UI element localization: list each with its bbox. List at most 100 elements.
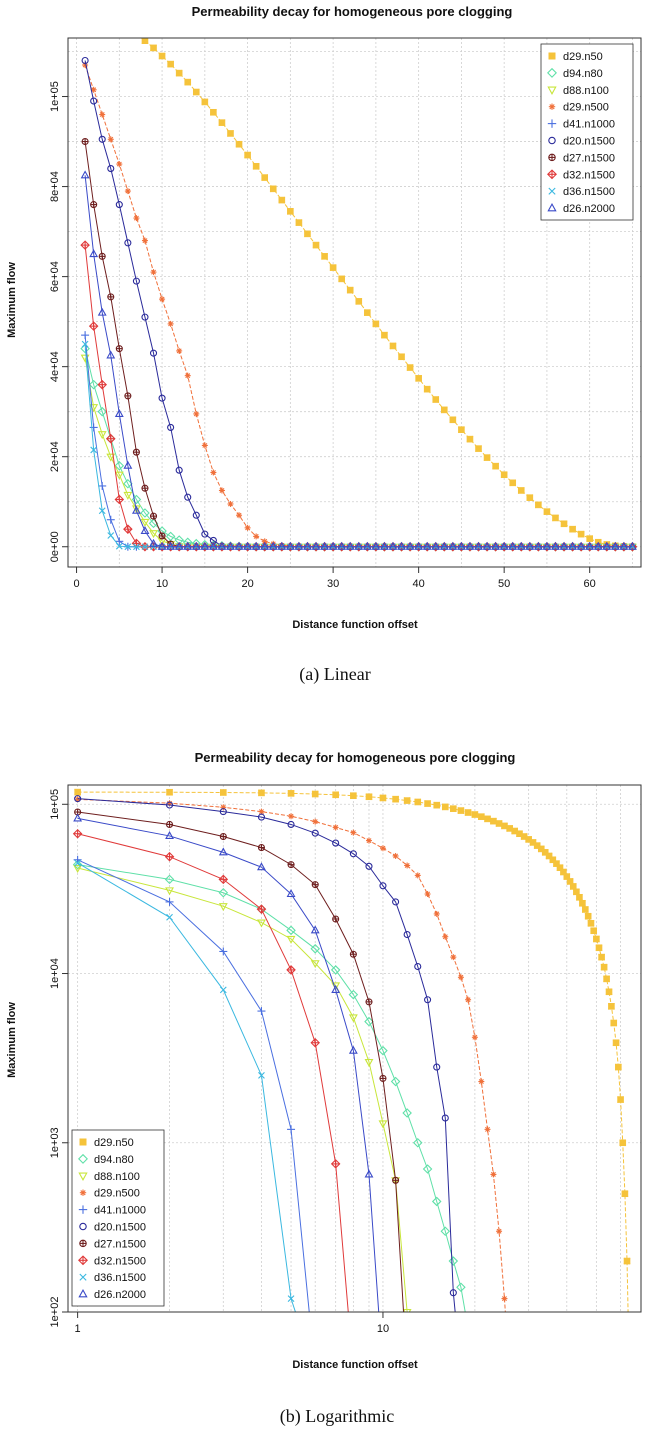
data-point [424, 996, 432, 1004]
data-point [392, 795, 399, 803]
data-point [114, 408, 124, 417]
x-tick-label: 0 [73, 578, 79, 590]
x-axis-label: Distance function offset [292, 619, 418, 631]
data-point [448, 1256, 459, 1266]
data-point [97, 431, 107, 440]
data-point [619, 1139, 627, 1147]
data-point [226, 541, 235, 550]
data-point [415, 374, 423, 382]
data-point [592, 935, 600, 943]
legend: d29.n50 d94.n80 d88.n100 d29.n500 d41.n1000 d… [540, 43, 634, 221]
data-point [560, 520, 568, 528]
data-point [164, 851, 175, 862]
legend-label: d27.n1500 [94, 1238, 146, 1250]
legend-marker [78, 1153, 88, 1164]
data-point [392, 1176, 400, 1184]
data-point [90, 446, 98, 454]
data-point [311, 881, 319, 889]
legend-item: d41.n1000 [78, 1205, 146, 1217]
legend-item: d88.n100 [78, 1171, 140, 1183]
data-point [628, 541, 637, 550]
data-point [175, 466, 183, 474]
data-point [218, 874, 229, 885]
data-point [422, 541, 432, 550]
data-point [165, 531, 176, 542]
legend-item: d29.n50 [79, 1137, 134, 1149]
legend-label: d36.n1500 [563, 186, 615, 198]
data-point [610, 541, 620, 550]
data-point [576, 893, 583, 901]
data-point [165, 897, 174, 906]
data-point [440, 406, 448, 414]
data-point [610, 1019, 618, 1027]
series-line [77, 811, 405, 1312]
legend-label: d29.n500 [563, 102, 609, 114]
data-point [73, 864, 83, 873]
legend-label: d20.n1500 [94, 1222, 146, 1234]
data-point [492, 462, 500, 470]
data-point [432, 396, 440, 403]
legend: d29.n50 d94.n80 d88.n100 d29.n500 d41.n1000 d… [71, 1129, 165, 1307]
data-point [414, 962, 422, 971]
data-point [332, 791, 340, 799]
data-point [201, 530, 209, 538]
data-point [330, 1159, 341, 1169]
data-point [328, 541, 338, 550]
data-point [402, 1108, 412, 1118]
data-point [577, 530, 585, 538]
data-point [576, 541, 586, 550]
series-d36.n1500 [74, 859, 296, 1312]
legend-marker [547, 119, 557, 128]
series-d26.n2000 [80, 170, 637, 550]
series-line [77, 862, 296, 1312]
data-point [551, 541, 560, 550]
data-point [89, 423, 98, 432]
data-point [330, 965, 341, 975]
data-point [99, 111, 106, 118]
data-point [114, 460, 125, 471]
data-point [285, 541, 295, 550]
data-point [287, 1125, 296, 1134]
legend-label: d32.n1500 [94, 1255, 146, 1267]
data-point [619, 541, 629, 550]
legend-label: d20.n1500 [563, 136, 615, 148]
data-point [623, 1257, 631, 1265]
data-point [287, 1295, 295, 1302]
data-point [257, 813, 266, 821]
y-tick-label: 4e+04 [49, 351, 61, 382]
data-point [236, 512, 243, 519]
data-point [612, 1039, 620, 1047]
data-point [559, 541, 569, 550]
legend-item: d27.n1500 [548, 152, 615, 164]
data-point [107, 165, 115, 173]
data-point [192, 88, 200, 96]
data-point [608, 1002, 615, 1010]
data-point [81, 331, 90, 340]
data-point [614, 1063, 622, 1071]
data-point [403, 797, 411, 804]
legend-marker [548, 52, 556, 60]
data-point [379, 541, 389, 550]
data-point [106, 515, 115, 524]
data-point [257, 1007, 266, 1016]
data-point [165, 831, 174, 839]
data-point [365, 862, 373, 870]
data-point [219, 986, 227, 994]
data-point [258, 789, 265, 797]
data-point [552, 514, 559, 522]
data-point [184, 78, 192, 86]
legend-marker [548, 187, 556, 195]
data-point [114, 494, 125, 505]
data-point [586, 535, 594, 543]
data-point [183, 541, 193, 550]
legend-item: d29.n500 [79, 1188, 140, 1200]
data-point [150, 269, 157, 276]
caption-linear: (a) Linear [299, 664, 370, 685]
data-point [158, 394, 166, 402]
data-point [218, 487, 225, 494]
data-point [115, 201, 123, 209]
data-point [412, 1137, 423, 1148]
data-point [354, 541, 364, 550]
legend-label: d32.n1500 [563, 169, 615, 181]
